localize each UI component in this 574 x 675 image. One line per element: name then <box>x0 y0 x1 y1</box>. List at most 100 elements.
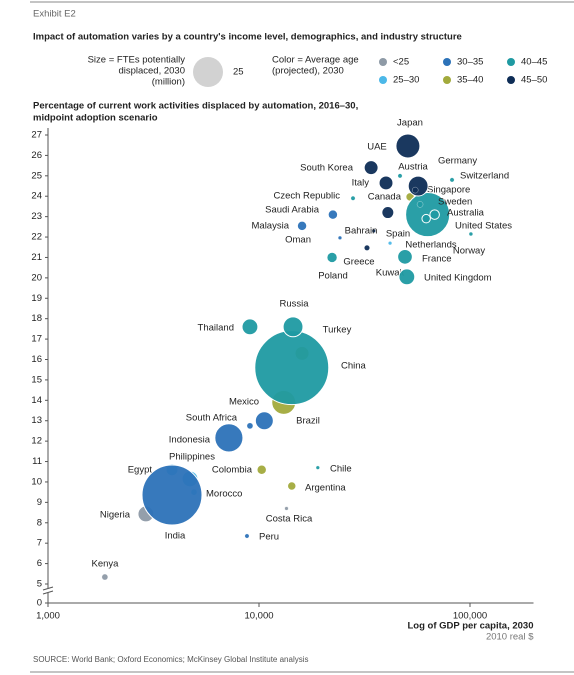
bubble-label: Bahrain <box>345 226 378 237</box>
axis-break-gap <box>43 588 53 593</box>
bubble <box>338 235 342 240</box>
bubble <box>449 177 455 183</box>
y-tick-label: 24 <box>31 191 42 202</box>
legend-swatch <box>507 58 515 66</box>
legend-label: 35–40 <box>457 75 483 86</box>
bubble <box>254 411 274 431</box>
size-legend-title: (million) <box>152 77 185 88</box>
y-tick-label: 9 <box>37 497 42 508</box>
size-legend-value: 25 <box>233 67 244 78</box>
bubble-label: Singapore <box>427 185 470 196</box>
y-tick-label: 5 <box>37 579 42 590</box>
legend-label: 25–30 <box>393 75 419 86</box>
bubble-label: Thailand <box>198 323 234 334</box>
legend-swatch <box>507 76 515 84</box>
bubble-label: United States <box>455 221 512 232</box>
bubble <box>241 318 259 336</box>
bubble-label: Italy <box>352 178 370 189</box>
bubble <box>350 195 356 201</box>
bubble-label: UAE <box>367 142 387 153</box>
bubble <box>326 251 338 264</box>
legend-swatch <box>379 76 387 84</box>
y-tick-label: 18 <box>31 313 42 324</box>
size-legend-bubble <box>193 57 223 87</box>
bubble <box>397 173 403 179</box>
bubble-label: Costa Rica <box>266 514 313 525</box>
bubble-label: Egypt <box>128 465 153 476</box>
chart-title: Impact of automation varies by a country… <box>33 32 462 43</box>
bubble <box>246 422 254 429</box>
bubble-label: Norway <box>453 246 485 257</box>
size-legend-title: Size = FTEs potentially <box>88 55 186 66</box>
bubble <box>282 316 304 338</box>
bubble-label: Sweden <box>438 197 472 208</box>
bubble-label: Chile <box>330 464 352 475</box>
bubble <box>287 481 297 491</box>
y-tick-label: 26 <box>31 150 42 161</box>
color-legend-title: Color = Average age <box>272 55 359 66</box>
bubble-label: China <box>341 361 367 372</box>
y-tick-label: 14 <box>31 395 42 406</box>
y-tick-label: 17 <box>31 334 42 345</box>
bubble <box>256 464 267 475</box>
bubble <box>395 133 421 159</box>
bubble-label: France <box>422 254 452 265</box>
bubble <box>315 465 320 470</box>
bubble <box>416 201 424 208</box>
bubble <box>244 533 250 539</box>
legend-label: <25 <box>393 57 409 68</box>
y-tick-label: 16 <box>31 354 42 365</box>
bubble <box>327 209 339 220</box>
bubble-label: Japan <box>397 118 423 129</box>
bubble <box>214 423 244 453</box>
y-tick-label: 27 <box>31 130 42 141</box>
bubble-label: India <box>165 531 186 542</box>
bubble-label: Spain <box>386 229 410 240</box>
y-tick-label: 0 <box>37 598 42 609</box>
bubble-label: Mexico <box>229 397 259 408</box>
bubble-label: Czech Republic <box>273 191 340 202</box>
bubble-label: Australia <box>447 208 485 219</box>
bubble <box>429 209 440 220</box>
bubble-label: South Africa <box>186 413 238 424</box>
bubble-label: Kenya <box>92 559 120 570</box>
legend-swatch <box>443 58 451 66</box>
x-tick-label: 10,000 <box>244 611 273 622</box>
x-axis-label: Log of GDP per capita, 2030 <box>407 621 533 632</box>
bubble-label: Canada <box>368 192 402 203</box>
y-tick-label: 21 <box>31 252 42 263</box>
bubble-label: Indonesia <box>169 435 211 446</box>
y-tick-label: 10 <box>31 476 42 487</box>
bubble-label: Brazil <box>296 416 320 427</box>
color-legend-title: (projected), 2030 <box>272 66 344 77</box>
bubble <box>363 160 379 176</box>
legend-label: 40–45 <box>521 57 547 68</box>
y-tick-label: 13 <box>31 415 42 426</box>
y-tick-label: 20 <box>31 272 42 283</box>
bubble-label: Nigeria <box>100 510 131 521</box>
y-tick-label: 8 <box>37 517 42 528</box>
bubble <box>101 573 109 581</box>
y-tick-label: 12 <box>31 436 42 447</box>
bubble <box>421 213 431 224</box>
chart-subtitle: Percentage of current work activities di… <box>33 101 358 112</box>
bubble <box>381 206 395 220</box>
x-axis-unit: 2010 real $ <box>486 632 534 643</box>
legend-swatch <box>443 76 451 84</box>
legend-label: 30–35 <box>457 57 483 68</box>
chart-subtitle: midpoint adoption scenario <box>33 113 158 124</box>
bubble-label: Morocco <box>206 489 242 500</box>
exhibit-label: Exhibit E2 <box>33 9 76 20</box>
bubble-label: Argentina <box>305 483 346 494</box>
bubble-label: Oman <box>285 235 311 246</box>
bubble <box>296 220 308 232</box>
y-tick-label: 6 <box>37 558 42 569</box>
bubble <box>388 241 393 246</box>
bubble <box>378 175 394 191</box>
bubble <box>397 248 413 265</box>
bubble-label: Russia <box>279 299 309 310</box>
bubble-label: Peru <box>259 532 279 543</box>
bubble-label: Malaysia <box>252 221 290 232</box>
bubble-label: Saudi Arabia <box>265 205 320 216</box>
